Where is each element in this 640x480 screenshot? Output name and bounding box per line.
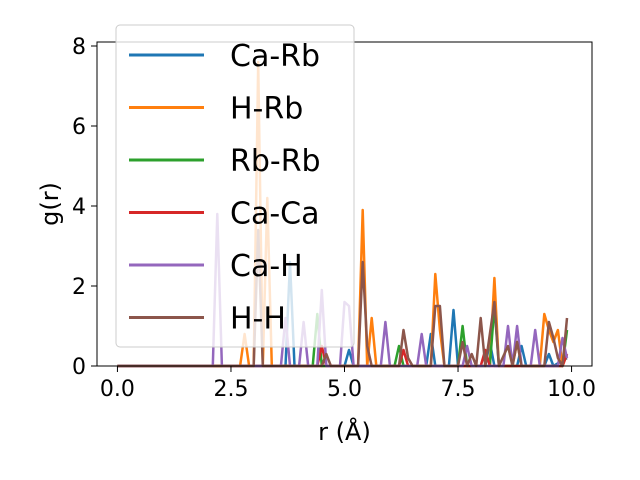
- x-tick-label: 2.5: [213, 377, 248, 402]
- legend: Ca-Rb H-Rb Rb-Rb Ca-Ca Ca-H H-H: [115, 24, 355, 348]
- y-tick-label: 0: [72, 355, 86, 380]
- y-tick-label: 4: [72, 195, 86, 220]
- x-tick-label: 5.0: [327, 377, 362, 402]
- y-tick-label: 2: [72, 275, 86, 300]
- x-tick-label: 10.0: [547, 377, 596, 402]
- y-tick-label: 8: [72, 35, 86, 60]
- legend-label-h-rb: H-Rb: [230, 92, 303, 127]
- legend-label-ca-ca: Ca-Ca: [230, 197, 320, 232]
- legend-label-ca-h: Ca-H: [230, 249, 303, 284]
- x-axis: 0.0 2.5 5.0 7.5 10.0: [100, 366, 596, 402]
- legend-label-rb-rb: Rb-Rb: [230, 144, 321, 179]
- y-axis-title: g(r): [36, 182, 64, 226]
- x-tick-label: 7.5: [441, 377, 476, 402]
- legend-label-h-h: H-H: [230, 302, 286, 337]
- x-axis-title: r (Å): [318, 417, 371, 446]
- legend-label-ca-rb: Ca-Rb: [230, 39, 320, 74]
- x-tick-label: 0.0: [100, 377, 135, 402]
- y-tick-label: 6: [72, 115, 86, 140]
- y-axis: 0 2 4 6 8: [72, 35, 97, 380]
